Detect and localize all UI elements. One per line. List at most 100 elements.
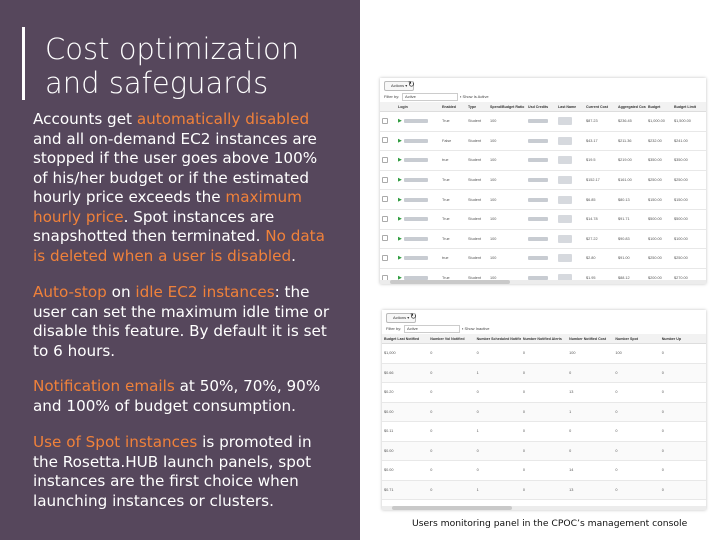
table-cell: Student [466,229,488,250]
monitor-horizontal-scrollbar[interactable] [382,506,706,510]
row-select-cell[interactable] [380,229,396,250]
row-select-cell[interactable] [380,111,396,132]
column-header[interactable]: Usd Credits [526,102,556,112]
table-cell: Student [466,170,488,191]
column-header[interactable]: Budget [646,102,672,112]
checkbox-label: Show Is Active [462,94,489,99]
table-row[interactable]: ▶ True Student 100 $6.85 $80.13 $150.00 $150.00 [380,189,706,210]
actions-button[interactable]: Actions ▾ [386,313,417,323]
refresh-icon[interactable]: ↻ [410,312,417,321]
table-row[interactable]: $0.11 0 1 0 0 0 0 [382,421,706,442]
row-select-cell[interactable] [380,131,396,152]
monitoring-table-header: Budget Last Notified Number Vol Notified N… [382,334,706,344]
table-cell: 100 [488,111,526,132]
checkbox-label: Show Inactive [464,326,490,331]
row-checkbox[interactable] [382,215,388,222]
redacted-login [403,138,428,143]
table-cell: 0 [613,382,660,403]
show-inactive-checkbox[interactable]: ▪ Show Inactive [462,326,490,331]
table-cell: True [440,229,466,250]
scrollbar-thumb[interactable] [390,280,510,284]
redacted-value [528,178,548,183]
column-header[interactable]: Type [466,102,488,112]
row-checkbox[interactable] [382,254,388,261]
row-checkbox[interactable] [382,196,388,203]
text-span: is promoted in the Rosetta.HUB launch pa… [33,433,312,510]
table-row[interactable]: ▶ True Student 100 $14.78 $91.71 $500.00 $500.0… [380,209,706,230]
table-cell: 0 [659,460,706,481]
table-cell: 13 [567,382,614,403]
table-cell: 0 [567,421,614,442]
refresh-icon[interactable]: ↻ [408,80,415,89]
login-cell: ▶ [396,150,440,171]
table-cell: 0 [474,343,521,364]
table-cell: Student [466,131,488,152]
table-row[interactable]: $0.71 0 1 0 13 0 0 [382,480,706,500]
row-select-cell[interactable] [380,189,396,210]
table-row[interactable]: $0.66 0 1 0 0 0 0 [382,363,706,383]
column-header[interactable]: Enabled [440,102,466,112]
column-header[interactable]: Login [396,102,440,112]
table-row[interactable]: ▶ True Student 100 $152.17 $161.00 $250.00 $250… [380,170,706,191]
column-header[interactable]: Current Cost [584,102,616,112]
column-header[interactable]: Number Vol Notified [428,334,475,344]
row-select-cell[interactable] [380,248,396,269]
column-header[interactable]: Number Notified Cost [567,334,614,344]
column-header[interactable]: Budget Last Notified [382,334,429,344]
row-checkbox[interactable] [382,235,388,242]
paragraph-auto-stop: Auto-stop on idle EC2 instances: the use… [33,283,333,361]
login-cell: ▶ [396,170,440,191]
column-header[interactable]: Number Up [659,334,706,344]
table-cell: 0 [659,343,706,364]
row-checkbox[interactable] [382,176,388,183]
show-active-checkbox[interactable]: ▪ Show Is Active [460,94,489,99]
table-cell: $0.20 [382,382,429,403]
row-select-cell[interactable] [380,150,396,171]
row-checkbox[interactable] [382,156,388,163]
column-header[interactable]: Aggregated Cost ▾ [616,102,646,112]
table-row[interactable]: $1,000 0 0 0 100 100 0 [382,343,706,364]
table-row[interactable]: ▶ true Student 100 $19.5 $219.00 $350.00 $350.0… [380,150,706,171]
table-cell: True [440,209,466,230]
table-row[interactable]: $0.20 0 0 0 13 0 0 [382,382,706,403]
table-cell: 100 [488,248,526,269]
table-row[interactable]: $0.00 0 0 0 0 0 0 [382,441,706,461]
column-header[interactable]: Number Scheduled Notified [474,334,521,344]
column-header[interactable]: Spend/Budget Ratio [488,102,526,112]
table-row[interactable]: ▶ False Student 100 $43.17 $211.36 $232.00 $241… [380,131,706,152]
row-checkbox[interactable] [382,137,388,144]
table-row[interactable]: ▶ True Student 100 $87.23 $236.45 $1,000.00 $1,… [380,111,706,132]
highlight-span: Notification emails [33,377,175,395]
row-select-cell[interactable] [380,170,396,191]
table-cell: 0 [428,441,475,461]
table-cell: $91.00 [616,248,646,269]
column-header[interactable]: Last Name [556,102,584,112]
redacted-login [403,178,428,183]
table-cell: 0 [520,441,568,461]
row-checkbox[interactable] [382,117,388,124]
users-horizontal-scrollbar[interactable] [380,280,706,284]
table-cell: Student [466,209,488,230]
highlight-span: idle EC2 instances [135,283,275,301]
figure-caption: Users monitoring panel in the CPOC’s man… [412,518,688,529]
row-select-cell[interactable] [380,209,396,230]
column-header[interactable]: Budget Limit [672,102,706,112]
table-row[interactable]: $0.00 0 0 0 1 0 0 [382,402,706,422]
filter-select[interactable]: Active [404,325,460,333]
actions-button[interactable]: Actions ▾ [384,81,415,91]
table-cell: 100 [567,343,614,364]
status-play-icon: ▶ [398,137,402,144]
table-row[interactable]: ▶ true Student 100 $2.80 $91.00 $250.00 $250.00 [380,248,706,269]
scrollbar-thumb[interactable] [392,506,512,510]
select-all-header[interactable] [380,102,396,112]
table-row[interactable]: $0.00 0 0 0 14 0 0 [382,460,706,481]
table-cell: $100.00 [672,229,706,250]
table-cell: $350.00 [646,150,672,171]
redacted-cell [526,209,556,230]
column-header[interactable]: Number Spot [613,334,660,344]
table-cell: 14 [567,460,614,481]
column-header[interactable]: Number Notified Alerts [520,334,568,344]
table-row[interactable]: ▶ True Student 100 $27.22 $90.83 $100.00 $100.0… [380,229,706,250]
filter-select[interactable]: Active [402,93,458,101]
table-cell: 1 [474,480,521,500]
